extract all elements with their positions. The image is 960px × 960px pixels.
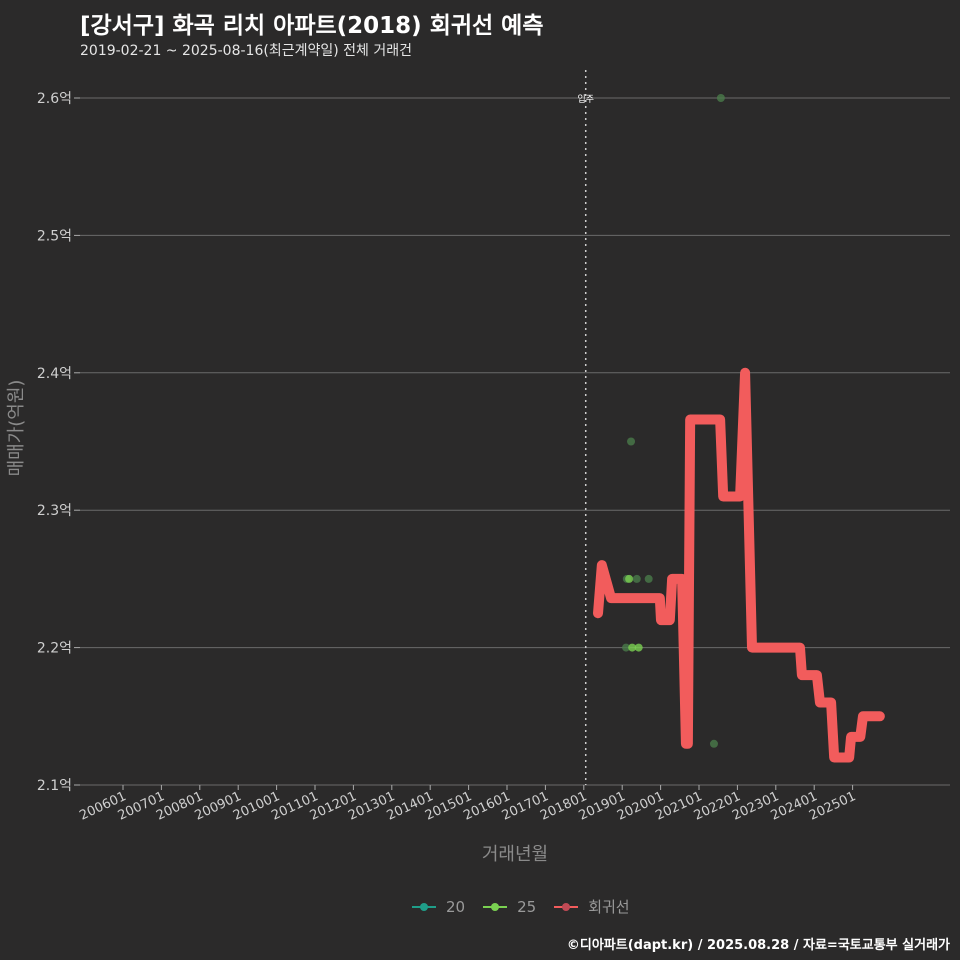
legend-item-25: 25: [483, 898, 536, 916]
scatter-point: [627, 437, 636, 446]
y-tick-label: 2.6억: [37, 91, 72, 107]
scatter-point: [628, 643, 637, 652]
y-tick-label: 2.5억: [37, 228, 72, 244]
move-in-label: 입주: [577, 93, 594, 105]
y-tick-label: 2.3억: [37, 503, 72, 519]
y-tick-label: 2.1억: [37, 778, 72, 794]
y-tick-label: 2.4억: [37, 366, 72, 382]
legend-item-20: 20: [412, 898, 465, 916]
scatter-point: [622, 643, 631, 652]
chart-title: [강서구] 화곡 리치 아파트(2018) 회귀선 예측: [80, 13, 544, 39]
legend-key-icon: [412, 902, 436, 911]
legend-item-regression: 회귀선: [554, 896, 630, 917]
scatter-point: [632, 574, 641, 583]
legend: 20 25 회귀선: [412, 896, 640, 917]
y-tick-label: 2.2억: [37, 641, 72, 657]
legend-label: 회귀선: [588, 898, 630, 916]
legend-key-icon: [554, 902, 579, 911]
scatter-point: [634, 643, 643, 652]
scatter-point: [716, 94, 725, 102]
x-axis-title: 거래년월: [482, 844, 548, 865]
y-axis-title: 매매가(억원): [6, 380, 27, 477]
scatter-point: [644, 574, 653, 583]
legend-label: 25: [517, 897, 537, 916]
caption: ©디아파트(dapt.kr) / 2025.08.28 / 자료=국토교통부 실…: [566, 938, 950, 953]
legend-label: 20: [446, 897, 466, 916]
scatter-point: [625, 574, 634, 583]
chart-subtitle: 2019-02-21 ~ 2025-08-16(최근계약일) 전체 거래건: [80, 43, 412, 59]
scatter-point: [709, 739, 718, 748]
regression-line: [593, 367, 885, 763]
legend-key-icon: [483, 902, 508, 911]
